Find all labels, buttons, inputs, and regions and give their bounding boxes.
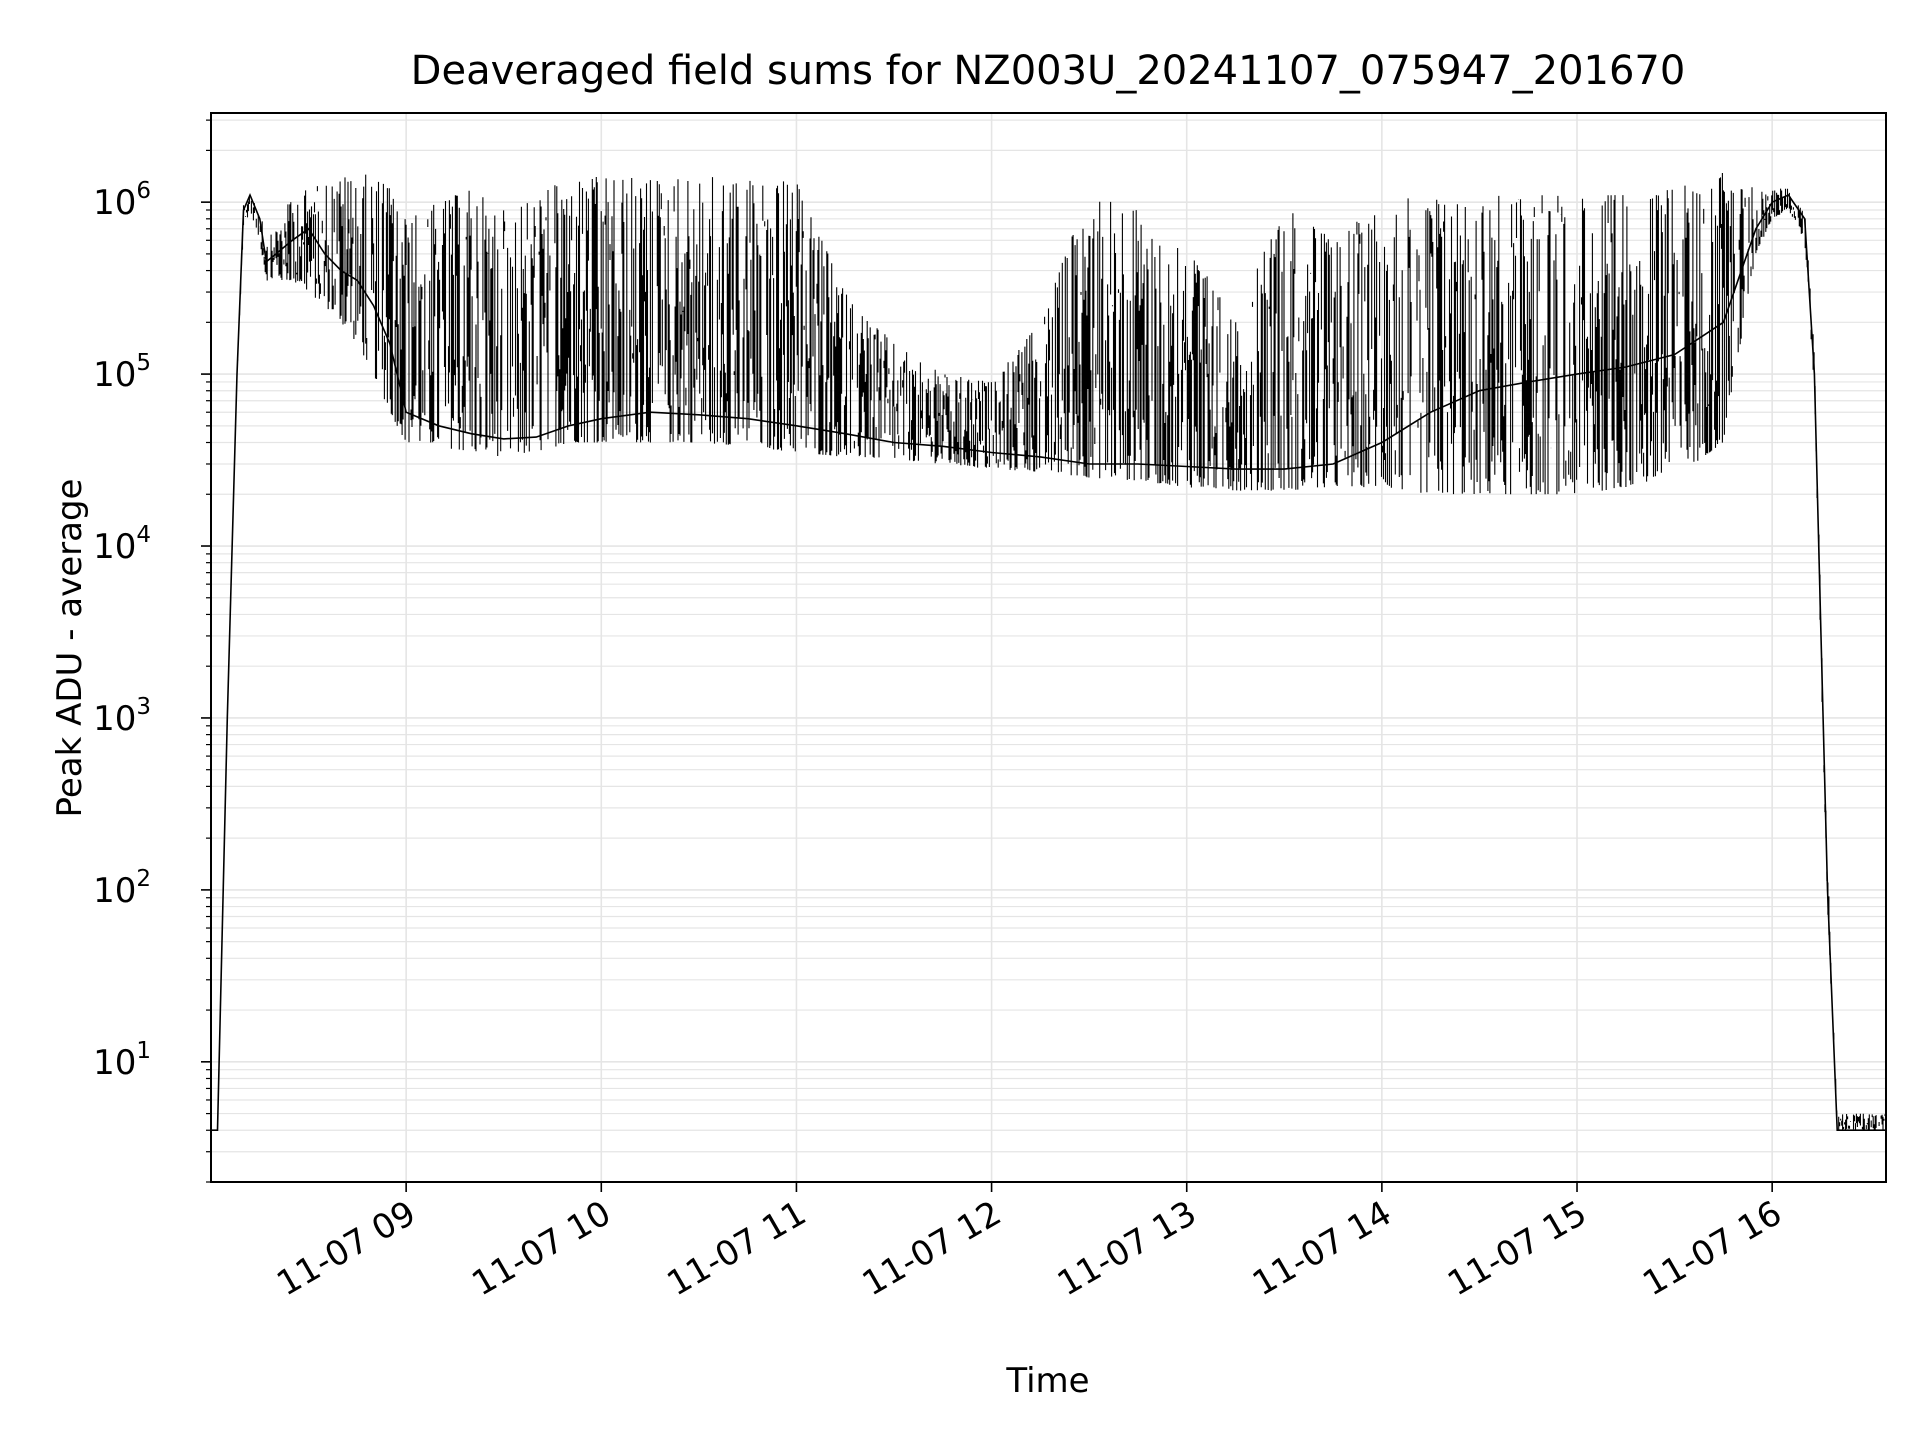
y-tick-label-base: 10 (93, 527, 136, 567)
chart-title: Deaveraged field sums for NZ003U_2024110… (411, 48, 1686, 94)
y-tick-label: 101 (93, 1038, 151, 1083)
y-tick-label: 103 (93, 694, 151, 739)
y-tick-label-base: 10 (93, 355, 136, 395)
x-axis-label: Time (1005, 1361, 1089, 1401)
y-tick-label: 105 (93, 350, 151, 395)
y-axis-label: Peak ADU - average (50, 479, 90, 818)
y-tick-label-exponent: 3 (136, 694, 151, 720)
y-tick-label-exponent: 5 (136, 350, 151, 376)
y-tick-label: 104 (93, 522, 151, 567)
y-tick-label-exponent: 1 (136, 1038, 151, 1064)
y-tick-label-base: 10 (93, 183, 136, 223)
y-tick-label-exponent: 2 (136, 866, 151, 892)
y-tick-label-exponent: 6 (136, 178, 151, 204)
y-tick-label-base: 10 (93, 699, 136, 739)
data-line (211, 192, 1886, 1131)
y-tick-label: 106 (93, 178, 151, 223)
y-tick-label-base: 10 (93, 871, 136, 911)
y-tick-label-base: 10 (93, 1043, 136, 1083)
y-tick-label: 102 (93, 866, 151, 911)
data-line-layer (211, 192, 1886, 1131)
y-tick-label-exponent: 4 (136, 522, 151, 548)
plot-frame (210, 112, 1887, 1183)
